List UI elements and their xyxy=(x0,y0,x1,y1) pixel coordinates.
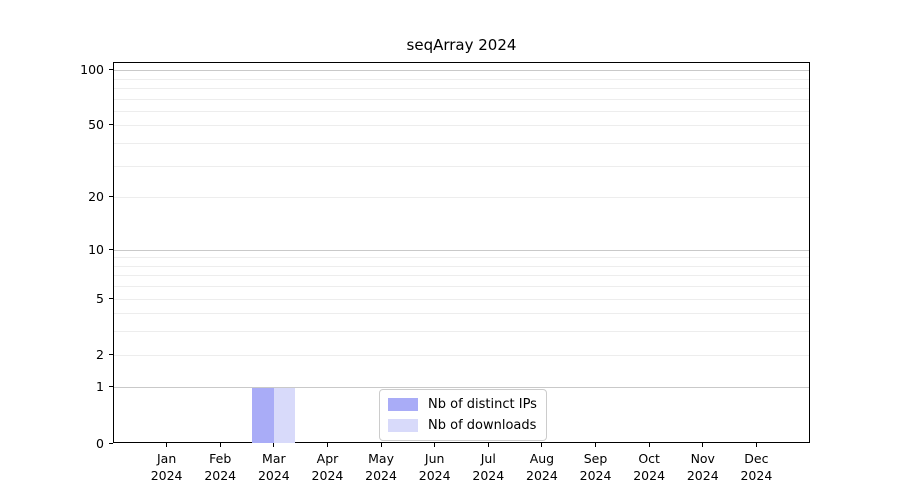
x-tick-nov-2024 xyxy=(702,443,704,447)
y-tick-label-5: 5 xyxy=(96,290,104,306)
y-tick-label-2: 2 xyxy=(96,346,104,362)
x-tick-year: 2024 xyxy=(150,468,183,483)
x-tick-month: Jul xyxy=(480,451,496,466)
legend-swatch-distinct-ips xyxy=(388,398,418,411)
gridline-minor-90 xyxy=(114,78,809,80)
x-tick-jul-2024 xyxy=(487,443,489,447)
x-tick-label-sep-2024: Sep 2024 xyxy=(556,450,636,484)
gridline-minor-8 xyxy=(114,265,809,267)
x-tick-sep-2024 xyxy=(595,443,597,447)
gridline-minor-60 xyxy=(114,110,809,112)
y-tick-20 xyxy=(109,196,113,198)
x-tick-label-jul-2024: Jul 2024 xyxy=(448,450,528,484)
x-tick-year: 2024 xyxy=(526,468,558,483)
x-tick-may-2024 xyxy=(380,443,382,447)
y-tick-label-10: 10 xyxy=(88,241,104,257)
x-tick-month: Nov xyxy=(690,451,715,466)
legend-label-distinct-ips: Nb of distinct IPs xyxy=(428,397,537,412)
x-tick-year: 2024 xyxy=(686,468,719,483)
x-tick-label-jan-2024: Jan 2024 xyxy=(127,450,207,484)
legend-swatch-downloads xyxy=(388,419,418,432)
x-tick-year: 2024 xyxy=(740,468,773,483)
x-tick-year: 2024 xyxy=(365,468,397,483)
x-tick-feb-2024 xyxy=(219,443,221,447)
x-tick-month: Dec xyxy=(744,451,769,466)
x-tick-oct-2024 xyxy=(648,443,650,447)
gridline-minor-40 xyxy=(114,143,809,145)
x-tick-label-feb-2024: Feb 2024 xyxy=(180,450,260,484)
x-tick-year: 2024 xyxy=(204,468,237,483)
x-tick-label-jun-2024: Jun 2024 xyxy=(395,450,475,484)
gridline-minor-6 xyxy=(114,286,809,288)
gridline-minor-20 xyxy=(114,197,809,199)
y-tick-label-100: 100 xyxy=(80,62,104,78)
gridline-minor-7 xyxy=(114,275,809,277)
bar-nb-of-distinct-ips-mar-2024 xyxy=(252,387,274,443)
y-tick-2 xyxy=(109,353,113,355)
y-tick-10 xyxy=(109,248,113,250)
chart-title: seqArray 2024 xyxy=(406,36,517,54)
x-tick-jun-2024 xyxy=(434,443,436,447)
legend: Nb of distinct IPs Nb of downloads xyxy=(379,389,547,441)
x-tick-mar-2024 xyxy=(273,443,275,447)
x-tick-month: May xyxy=(368,451,394,466)
x-tick-year: 2024 xyxy=(633,468,666,483)
x-tick-jan-2024 xyxy=(166,443,168,447)
x-tick-label-oct-2024: Oct 2024 xyxy=(609,450,689,484)
y-tick-label-1: 1 xyxy=(96,379,104,395)
legend-entry-distinct-ips: Nb of distinct IPs xyxy=(388,397,537,412)
x-tick-year: 2024 xyxy=(418,468,451,483)
x-tick-month: Sep xyxy=(583,451,608,466)
y-tick-label-50: 50 xyxy=(88,117,104,133)
x-tick-month: Jun xyxy=(424,451,445,466)
y-tick-0 xyxy=(109,442,113,444)
gridline-minor-4 xyxy=(114,313,809,315)
y-tick-50 xyxy=(109,124,113,126)
x-tick-year: 2024 xyxy=(472,468,505,483)
y-tick-1 xyxy=(109,386,113,388)
x-tick-month: Mar xyxy=(262,451,286,466)
x-tick-aug-2024 xyxy=(541,443,543,447)
x-tick-month: Feb xyxy=(209,451,232,466)
x-tick-label-mar-2024: Mar 2024 xyxy=(234,450,314,484)
y-tick-label-0: 0 xyxy=(96,435,104,451)
x-tick-label-nov-2024: Nov 2024 xyxy=(663,450,743,484)
gridline-minor-70 xyxy=(114,98,809,100)
bar-nb-of-downloads-mar-2024 xyxy=(273,387,296,443)
x-tick-year: 2024 xyxy=(257,468,290,483)
gridline-minor-2 xyxy=(114,354,809,356)
x-tick-dec-2024 xyxy=(755,443,757,447)
gridline-major-1 xyxy=(114,387,809,389)
gridline-major-100 xyxy=(114,70,809,72)
y-tick-label-20: 20 xyxy=(88,189,104,205)
x-tick-month: Apr xyxy=(316,451,339,466)
legend-label-downloads: Nb of downloads xyxy=(428,418,537,433)
plot-area: Nb of distinct IPs Nb of downloads xyxy=(113,62,810,443)
x-tick-label-aug-2024: Aug 2024 xyxy=(502,450,582,484)
gridline-minor-50 xyxy=(114,125,809,127)
x-tick-label-dec-2024: Dec 2024 xyxy=(716,450,796,484)
gridline-minor-5 xyxy=(114,298,809,300)
gridline-minor-9 xyxy=(114,257,809,259)
gridline-minor-80 xyxy=(114,87,809,89)
y-tick-5 xyxy=(109,297,113,299)
gridline-major-10 xyxy=(114,249,809,251)
y-tick-100 xyxy=(109,69,113,71)
x-tick-apr-2024 xyxy=(326,443,328,447)
legend-entry-downloads: Nb of downloads xyxy=(388,418,537,433)
gridline-minor-30 xyxy=(114,165,809,167)
x-tick-month: Aug xyxy=(529,451,555,466)
x-tick-month: Oct xyxy=(638,451,660,466)
x-tick-label-may-2024: May 2024 xyxy=(341,450,421,484)
x-tick-year: 2024 xyxy=(579,468,612,483)
x-tick-month: Jan xyxy=(156,451,177,466)
x-tick-year: 2024 xyxy=(311,468,344,483)
x-tick-label-apr-2024: Apr 2024 xyxy=(287,450,367,484)
gridline-minor-3 xyxy=(114,331,809,333)
